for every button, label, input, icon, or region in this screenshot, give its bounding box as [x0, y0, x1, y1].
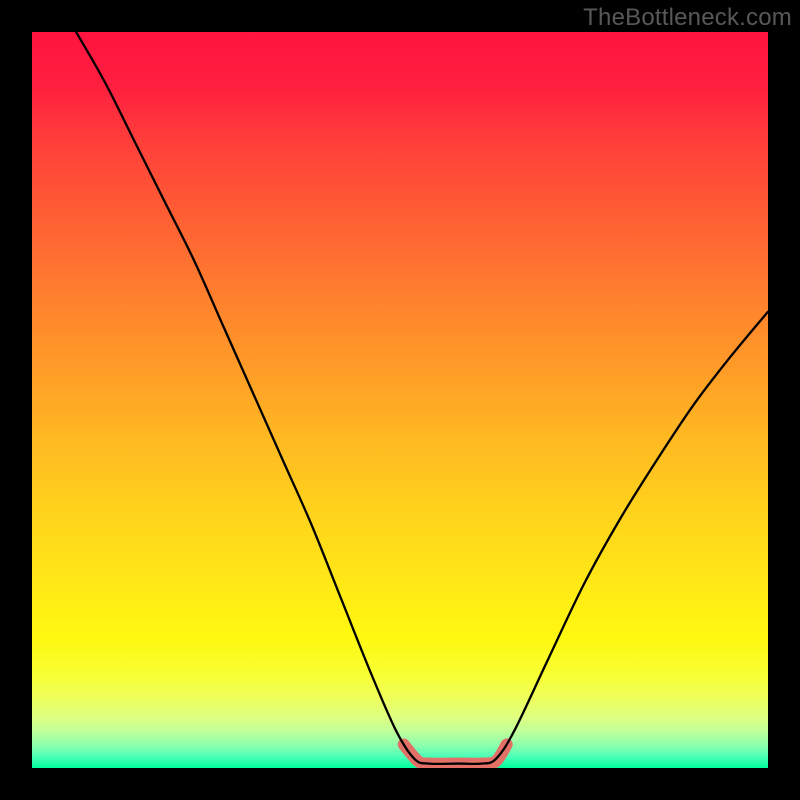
chart-svg: [32, 32, 768, 768]
sweet-spot-band: [404, 744, 507, 763]
plot-area: [32, 32, 768, 768]
chart-frame: TheBottleneck.com: [0, 0, 800, 800]
bottleneck-curve: [76, 32, 768, 764]
watermark-text: TheBottleneck.com: [583, 4, 792, 32]
